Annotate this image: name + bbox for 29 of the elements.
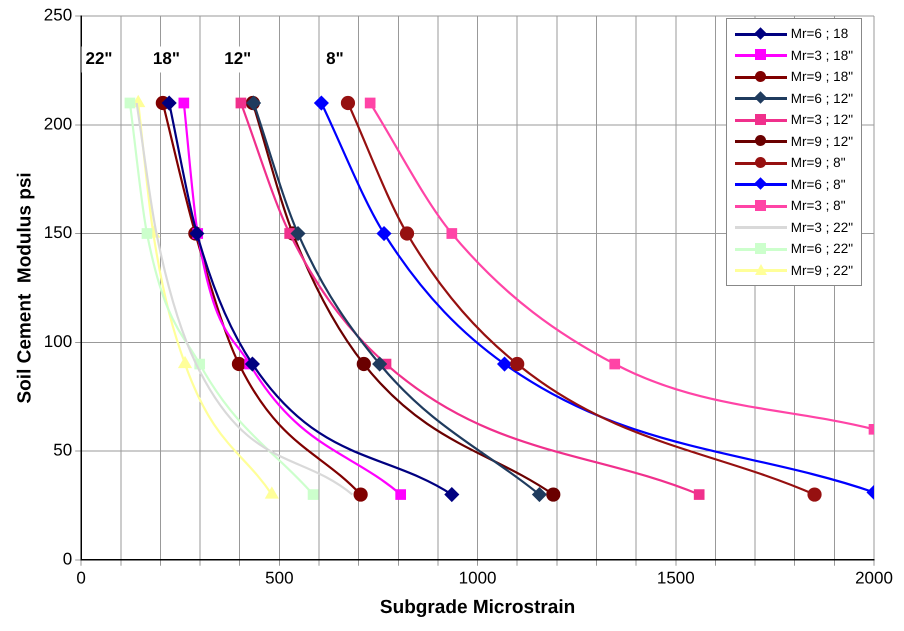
legend-label: Mr=3 ; 22" <box>790 220 853 235</box>
y-tick-label: 200 <box>44 114 72 134</box>
legend-label: Mr=9 ; 8" <box>790 155 846 170</box>
y-tick-label: 0 <box>62 549 72 568</box>
annotation: 22" <box>86 49 112 68</box>
legend-label: Mr=3 ; 18" <box>790 48 853 63</box>
legend-label: Mr=3 ; 12" <box>790 112 853 128</box>
x-tick-label: 0 <box>76 568 86 588</box>
y-tick-label: 50 <box>53 440 72 460</box>
legend-label: Mr=6 ; 18 <box>790 26 848 42</box>
y-tick-label: 100 <box>44 332 72 351</box>
annotation: 18" <box>152 49 180 68</box>
annotation: 12" <box>224 49 252 68</box>
annotation: 8" <box>326 49 344 68</box>
y-axis-title: Soil Cement Modulus psi <box>14 172 36 404</box>
x-axis-title: Subgrade Microstrain <box>380 596 576 618</box>
y-tick-label: 150 <box>44 223 72 242</box>
legend-label: Mr=6 ; 8" <box>790 176 846 192</box>
legend-label: Mr=9 ; 22" <box>790 262 853 278</box>
y-tick-label: 250 <box>44 6 72 25</box>
legend-label: Mr=9 ; 18" <box>790 69 853 84</box>
x-tick-label: 1000 <box>458 568 496 588</box>
legend-label: Mr=6 ; 12" <box>790 90 853 106</box>
x-tick-label: 500 <box>265 568 294 588</box>
legend-label: Mr=3 ; 8" <box>790 198 846 214</box>
x-tick-label: 1500 <box>656 568 695 588</box>
legend-label: Mr=9 ; 12" <box>790 134 853 149</box>
legend-label: Mr=6 ; 22" <box>790 241 853 256</box>
x-tick-label: 2000 <box>855 568 893 588</box>
